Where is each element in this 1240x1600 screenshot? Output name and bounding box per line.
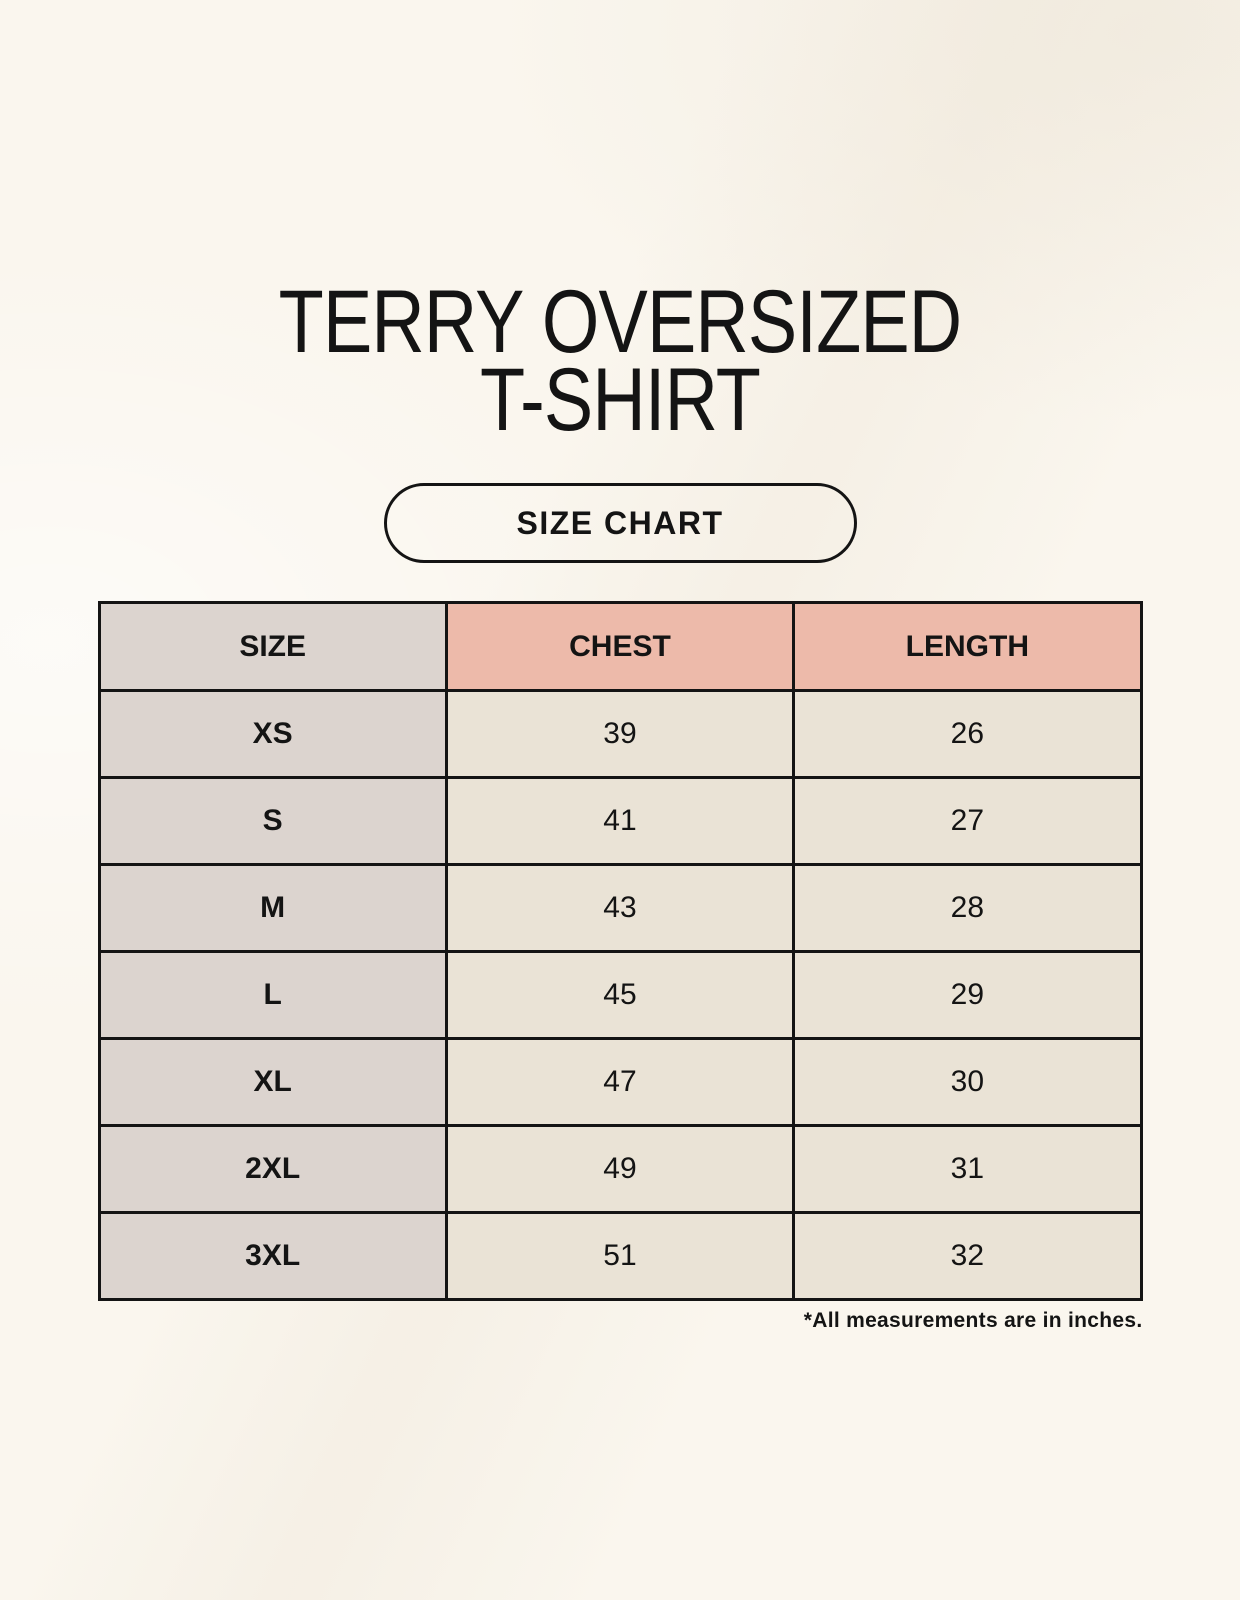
size-table-header: SIZE CHEST LENGTH (97, 601, 1143, 692)
chest-cell: 39 (444, 689, 796, 779)
chest-cell: 45 (444, 950, 796, 1040)
size-chart-page: TERRY OVERSIZED T-SHIRT SIZE CHART SIZE … (97, 0, 1143, 1333)
size-chart-label: SIZE CHART (516, 504, 724, 541)
chest-cell: 41 (444, 776, 796, 866)
length-cell: 30 (792, 1037, 1143, 1127)
table-row-xs: XS 39 26 (97, 689, 1143, 779)
table-row-m: M 43 28 (97, 863, 1143, 953)
size-cell: S (97, 776, 448, 866)
measurements-footnote: *All measurements are in inches. (803, 1309, 1143, 1332)
table-row-xl: XL 47 30 (97, 1037, 1143, 1127)
page-title: TERRY OVERSIZED T-SHIRT (105, 0, 1134, 449)
size-cell: M (97, 863, 448, 953)
header-cell-chest: CHEST (444, 601, 796, 692)
size-chart-button[interactable]: SIZE CHART (383, 483, 857, 563)
size-table: SIZE CHEST LENGTH XS 39 26 S 41 27 M 43 … (97, 601, 1143, 1301)
header-cell-size: SIZE (97, 601, 448, 692)
size-cell: L (97, 950, 448, 1040)
length-cell: 27 (792, 776, 1143, 866)
length-cell: 28 (792, 863, 1143, 953)
title-line-1: TERRY OVERSIZED (278, 271, 962, 371)
chest-cell: 47 (444, 1037, 796, 1127)
size-cell: 3XL (97, 1211, 448, 1301)
chest-cell: 51 (444, 1211, 796, 1301)
table-row-s: S 41 27 (97, 776, 1143, 866)
chest-cell: 49 (444, 1124, 796, 1214)
table-row-2xl: 2XL 49 31 (97, 1124, 1143, 1214)
size-cell: 2XL (97, 1124, 448, 1214)
length-cell: 26 (792, 689, 1143, 779)
length-cell: 32 (792, 1211, 1143, 1301)
header-cell-length: LENGTH (792, 601, 1143, 692)
table-row-3xl: 3XL 51 32 (97, 1211, 1143, 1301)
length-cell: 31 (792, 1124, 1143, 1214)
length-cell: 29 (792, 950, 1143, 1040)
table-row-l: L 45 29 (97, 950, 1143, 1040)
size-cell: XL (97, 1037, 448, 1127)
footnote-container: *All measurements are in inches. (98, 1309, 1143, 1333)
chest-cell: 43 (444, 863, 796, 953)
size-table-body: XS 39 26 S 41 27 M 43 28 L 45 29 XL 47 (97, 689, 1143, 1301)
title-line-2: T-SHIRT (479, 349, 761, 449)
header-row: SIZE CHEST LENGTH (97, 601, 1143, 692)
size-cell: XS (97, 689, 448, 779)
